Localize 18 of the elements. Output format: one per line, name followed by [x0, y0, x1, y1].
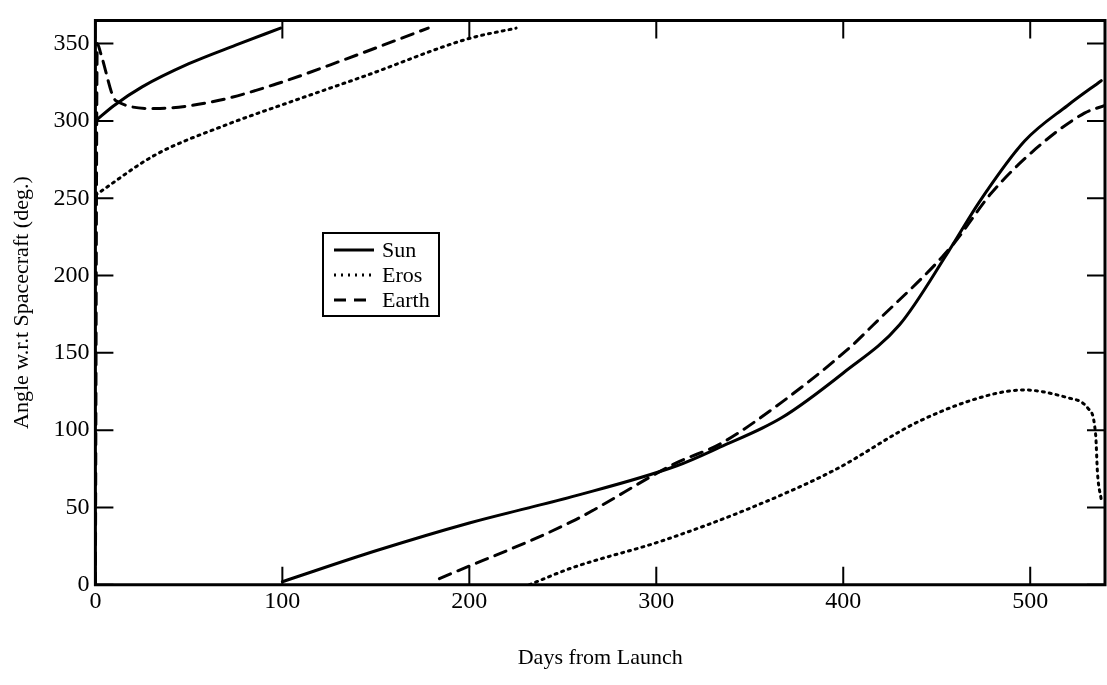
y-tick-label: 200 — [53, 260, 90, 287]
x-tick-label: 500 — [1012, 587, 1049, 614]
x-tick-label: 400 — [825, 587, 862, 614]
legend-label: Earth — [382, 287, 430, 312]
y-axis-title: Angle w.r.t Spacecraft (deg.) — [7, 176, 33, 429]
x-axis-title: Days from Launch — [517, 643, 683, 669]
y-tick-label: 100 — [53, 415, 90, 442]
legend-label: Sun — [382, 237, 417, 262]
x-tick-label: 100 — [264, 587, 301, 614]
y-tick-label: 350 — [53, 28, 90, 55]
x-tick-label: 300 — [638, 587, 675, 614]
y-tick-label: 300 — [53, 106, 90, 133]
y-tick-label: 50 — [65, 492, 90, 519]
y-tick-label: 150 — [53, 338, 90, 365]
y-tick-label: 250 — [53, 183, 90, 210]
legend-label: Eros — [382, 262, 423, 287]
x-tick-label: 200 — [451, 587, 488, 614]
y-tick-label: 0 — [77, 570, 90, 597]
